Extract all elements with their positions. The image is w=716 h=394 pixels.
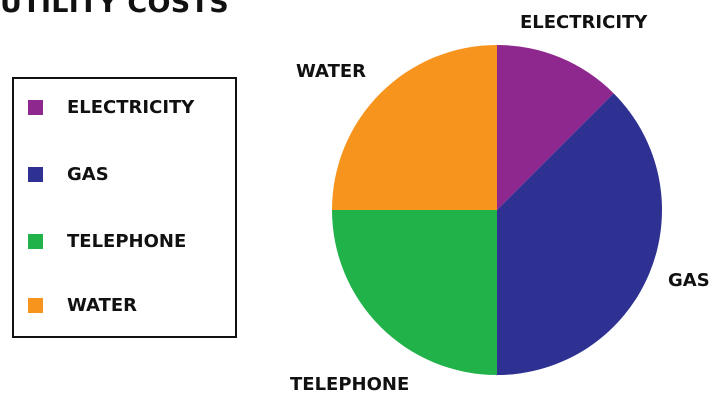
legend-item-electricity: ELECTRICITY [28,97,194,118]
pie-slice-electricity [497,45,614,210]
legend: ELECTRICITY GAS TELEPHONE WATER [12,77,237,338]
legend-label-telephone: TELEPHONE [67,231,187,252]
legend-label-gas: GAS [67,164,109,185]
slice-label-water: WATER [296,61,366,82]
slice-label-telephone: TELEPHONE [290,374,409,394]
chart-title: UTILITY COSTS [0,0,229,19]
pie-slice-water [332,45,497,210]
slice-label-gas: GAS [668,270,710,291]
pie-slice-gas [497,93,662,375]
legend-swatch-telephone [28,234,43,249]
legend-label-electricity: ELECTRICITY [67,97,195,118]
legend-swatch-water [28,298,43,313]
slice-label-electricity: ELECTRICITY [520,12,648,33]
legend-item-water: WATER [28,295,137,316]
legend-item-gas: GAS [28,164,109,185]
pie-slice-telephone [332,210,497,375]
pie-slices [332,45,662,375]
legend-label-water: WATER [67,295,138,316]
legend-swatch-gas [28,167,43,182]
legend-swatch-electricity [28,100,43,115]
legend-item-telephone: TELEPHONE [28,231,186,252]
